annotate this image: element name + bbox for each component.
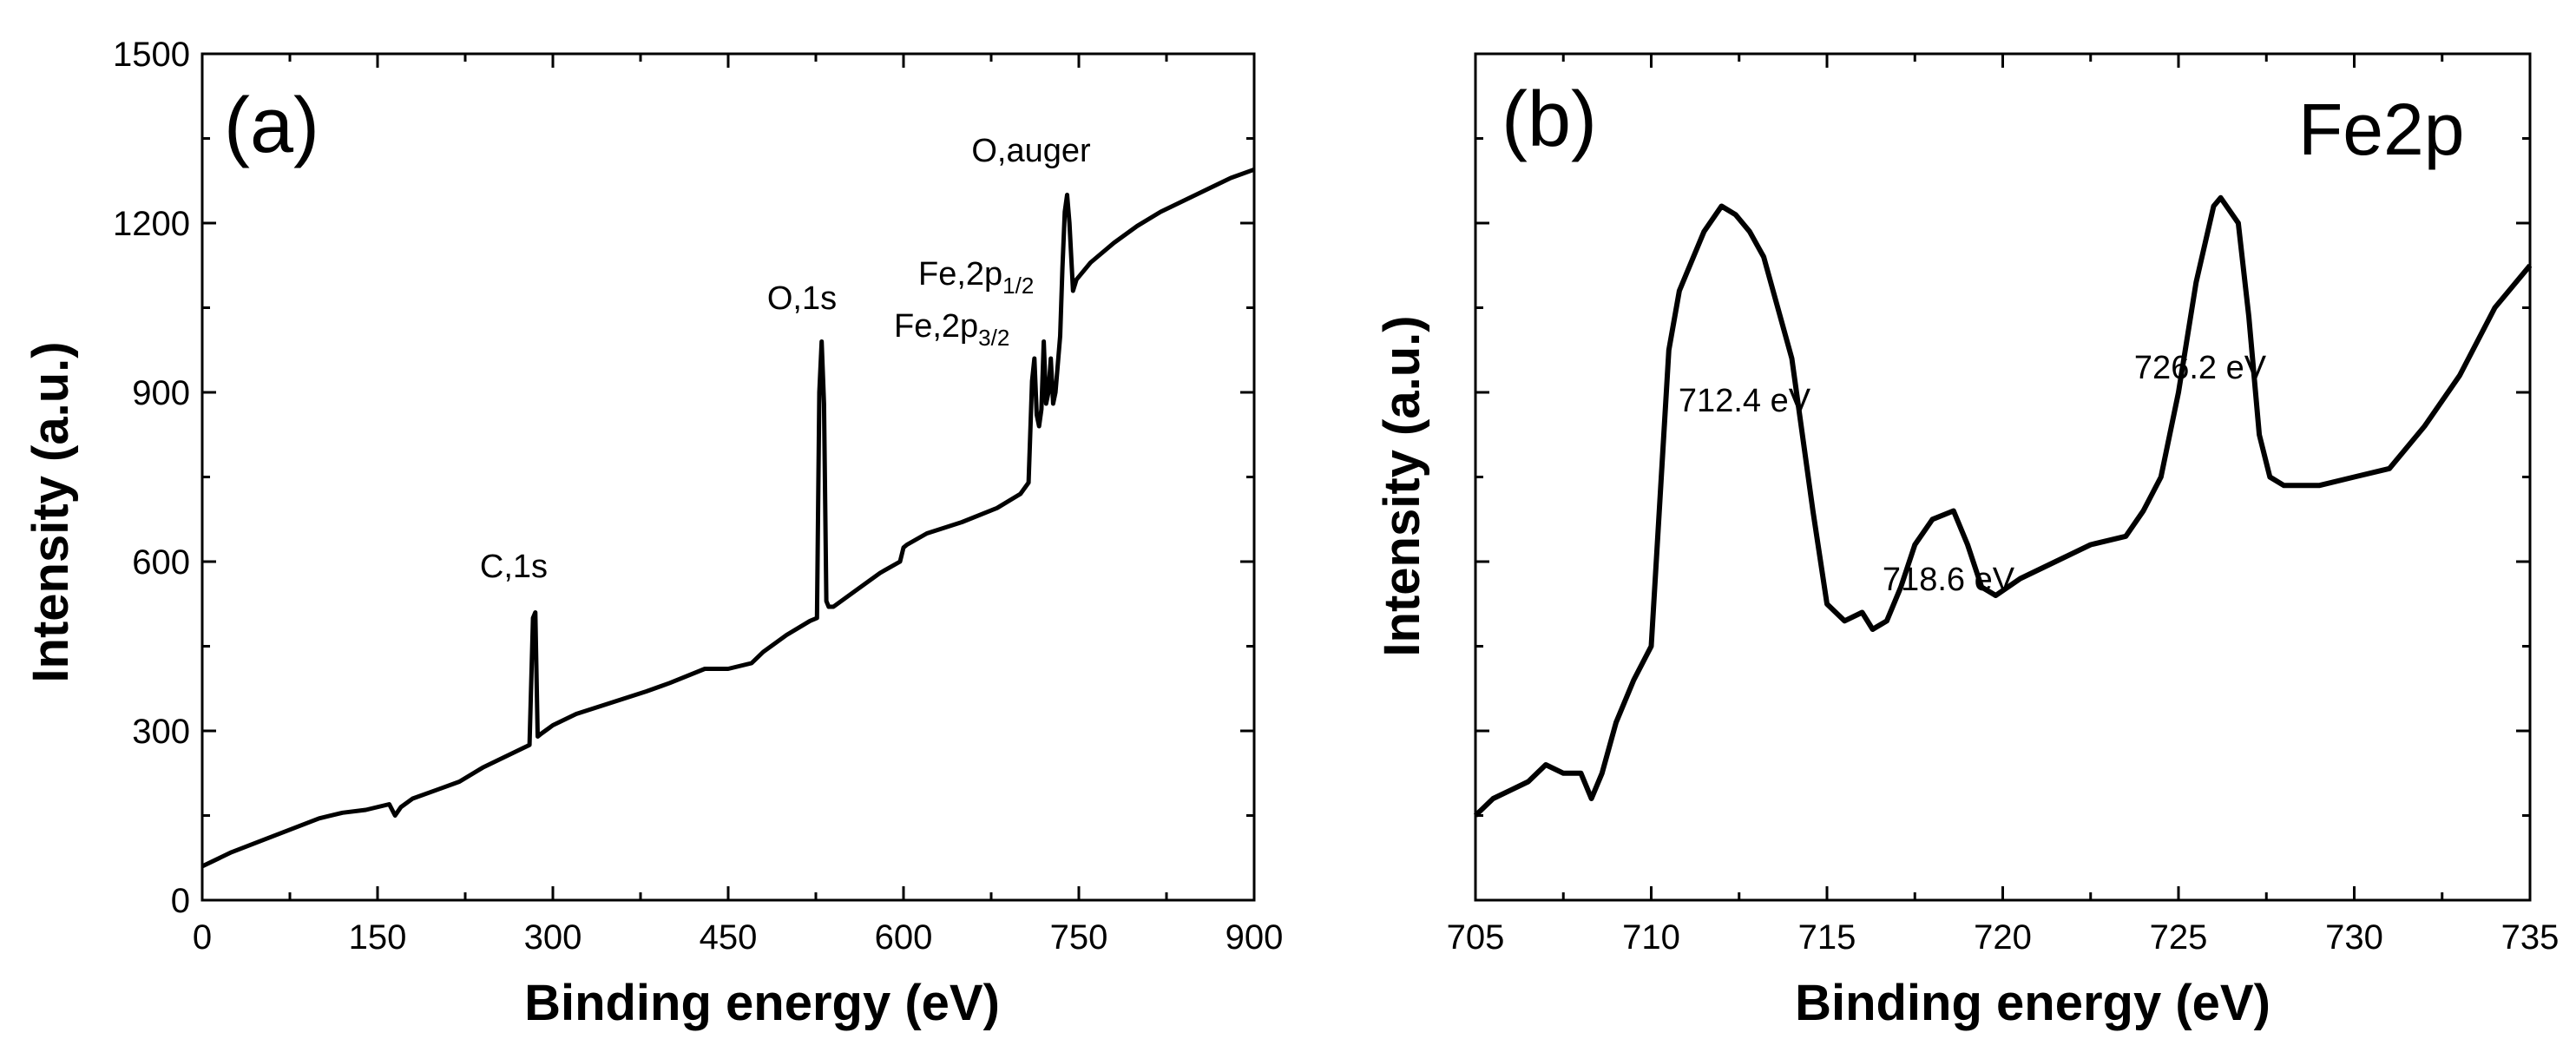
panel-b-frame <box>1474 52 2532 902</box>
a-ytick-label: 300 <box>132 713 190 751</box>
annotation-fe2p32: Fe,2p3/2 <box>894 308 1009 351</box>
a-xtick-label: 300 <box>524 918 582 957</box>
b-xtick-label: 710 <box>1622 918 1680 957</box>
b-xtick-label: 735 <box>2501 918 2560 957</box>
a-ytick-label: 900 <box>132 374 190 412</box>
annotation-718-6: 718.6 eV <box>1883 562 2015 598</box>
panel-b-title: Fe2p <box>2298 89 2464 170</box>
panel-b-label: (b) <box>1502 76 1597 163</box>
a-ytick-label: 600 <box>132 543 190 582</box>
b-xtick-label: 705 <box>1447 918 1505 957</box>
a-ytick-label: 1500 <box>113 36 190 74</box>
annotation-726-2: 726.2 eV <box>2134 350 2267 386</box>
a-xtick-label: 150 <box>349 918 407 957</box>
annotation-712-4: 712.4 eV <box>1679 383 1811 419</box>
a-ytick-label: 0 <box>171 882 190 920</box>
a-xtick-label: 750 <box>1050 918 1108 957</box>
annotation-o1s: O,1s <box>767 280 837 317</box>
panel-a-ylabel: Intensity (a.u.) <box>23 341 79 682</box>
annotation-fe2p12: Fe,2p1/2 <box>918 256 1034 299</box>
panel-a-tick-labels: 0 150 300 450 600 750 900 0 300 600 900 1200 1500 <box>113 36 1283 957</box>
annotation-c1s: C,1s <box>480 549 548 585</box>
panel-a-survey-line <box>200 167 1255 869</box>
panel-a-xlabel: Binding energy (eV) <box>524 975 1000 1031</box>
annotation-fe2p12-sub: 1/2 <box>1002 273 1034 299</box>
a-xtick-label: 900 <box>1226 918 1284 957</box>
annotation-fe2p12-main: Fe,2p <box>918 256 1002 293</box>
annotation-fe2p32-main: Fe,2p <box>894 308 978 345</box>
panel-b-ticks <box>1474 52 2532 902</box>
b-xtick-label: 720 <box>1974 918 2032 957</box>
a-ytick-label: 1200 <box>113 205 190 243</box>
panel-b-tick-labels: 705 710 715 720 725 730 735 <box>1447 918 2560 957</box>
panel-b-ylabel: Intensity (a.u.) <box>1374 315 1430 656</box>
annotation-oauger: O,auger <box>971 133 1091 169</box>
panel-a-label: (a) <box>224 82 319 169</box>
a-xtick-label: 450 <box>700 918 758 957</box>
panel-b-xlabel: Binding energy (eV) <box>1795 975 2270 1031</box>
b-xtick-label: 730 <box>2325 918 2383 957</box>
annotation-fe2p32-sub: 3/2 <box>978 325 1009 351</box>
panel-a-ticks <box>200 52 1256 902</box>
a-xtick-label: 0 <box>193 918 212 957</box>
a-xtick-label: 600 <box>875 918 933 957</box>
panel-a-annotations: C,1s O,1s Fe,2p3/2 Fe,2p1/2 O,auger <box>480 133 1091 585</box>
panel-b-fe2p-line <box>1473 194 2533 818</box>
panel-b-annotations: 712.4 eV 718.6 eV 726.2 eV <box>1679 350 2267 598</box>
b-xtick-label: 725 <box>2150 918 2208 957</box>
panel-a-frame <box>200 52 1256 902</box>
b-xtick-label: 715 <box>1798 918 1856 957</box>
panel-a: 0 150 300 450 600 750 900 0 300 600 900 1200 1500 (a… <box>23 36 1283 1031</box>
panel-b: 705 710 715 720 725 730 735 (b) Fe2p Binding e… <box>1374 52 2560 1031</box>
